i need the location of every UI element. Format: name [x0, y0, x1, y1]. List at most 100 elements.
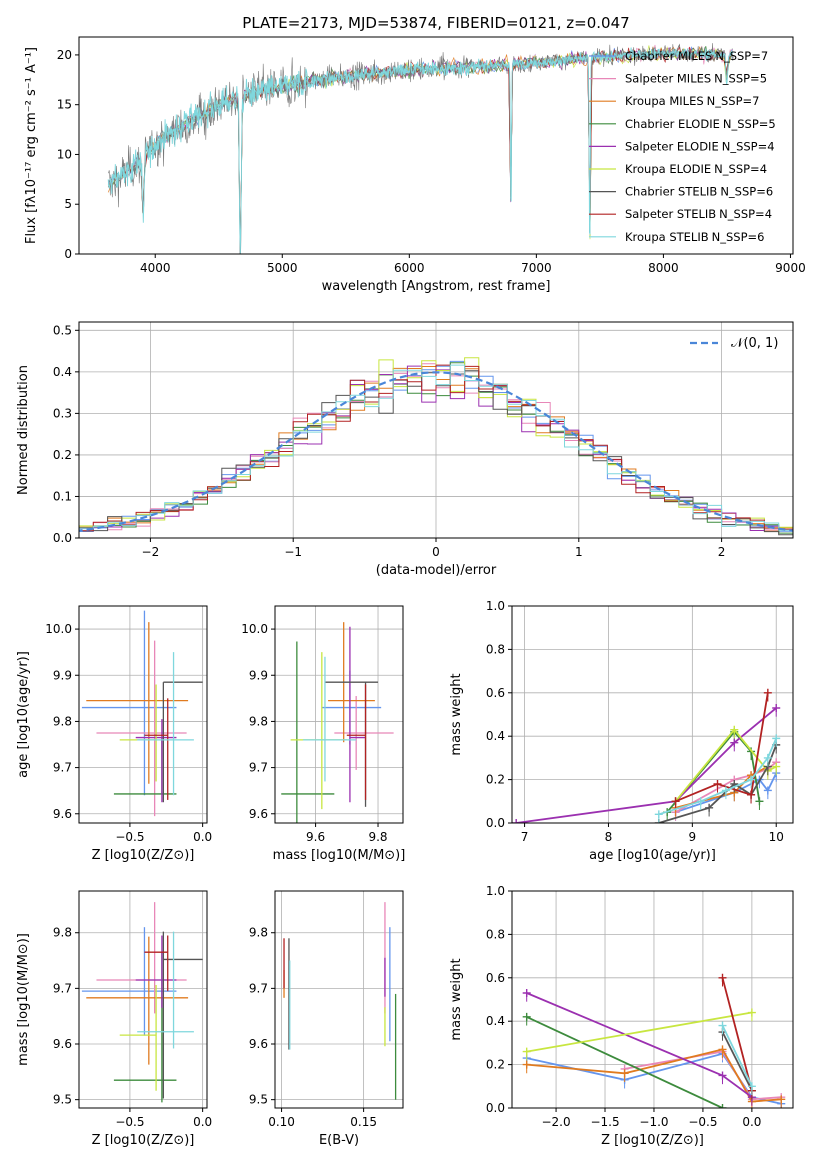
weight-line — [526, 1016, 723, 1108]
legend-name: Chabrier STELIB — [625, 185, 717, 199]
legend-name: Kroupa MILES — [625, 94, 704, 108]
x-axis-label: Z [log10(Z/Z⊙)] — [92, 1133, 195, 1148]
y-tick-label: 0.6 — [486, 686, 505, 700]
y-tick-label: 9.5 — [53, 1093, 72, 1107]
legend-name: Salpeter STELIB — [625, 207, 716, 221]
weight-point-marker — [718, 1104, 727, 1108]
y-tick-label: 9.7 — [249, 761, 268, 775]
y-tick-label: 0.8 — [486, 642, 505, 656]
age-vs-mass-plot-area — [281, 622, 394, 823]
x-tick-label: −1.5 — [590, 1115, 619, 1129]
weight-vs-age-frame — [511, 605, 794, 824]
x-tick-label: −0.5 — [688, 1115, 717, 1129]
x-tick-label: 4000 — [140, 261, 171, 275]
weight-line — [721, 977, 753, 1091]
legend-label: Kroupa MILES N_SSP=7 — [625, 94, 759, 108]
x-tick-label: 5000 — [267, 261, 298, 275]
weight-line — [674, 728, 777, 802]
legend-label: 𝒩(0, 1) — [731, 336, 778, 351]
legend-label: Chabrier STELIB N_SSP=6 — [625, 185, 773, 199]
x-tick-label: 6000 — [394, 261, 425, 275]
x-axis-label: Z [log10(Z/Z⊙)] — [601, 1133, 704, 1148]
spectrum-fit-line — [107, 47, 734, 254]
y-tick-label: 0.1 — [53, 489, 72, 503]
x-tick-label: 0.15 — [350, 1115, 377, 1129]
x-tick-label: 0.0 — [193, 1115, 212, 1129]
legend-ssp: N_SSP=4 — [719, 207, 772, 221]
y-tick-label: 20 — [57, 48, 72, 62]
weight-point-marker — [512, 819, 521, 823]
y-tick-label: 0.2 — [486, 773, 505, 787]
weight-vs-Z-panel: −2.0 −1.5 −1.0 −0.5 0.0 0.0 0.2 0.4 0.6 0.8 1.0 Z [… — [449, 884, 794, 1148]
y-tick-label: 0.4 — [486, 729, 505, 743]
legend-name: Salpeter ELODIE — [625, 139, 719, 153]
y-axis-label: mass weight — [449, 673, 464, 755]
histogram-step-line — [79, 364, 793, 535]
legend-ssp: N_SSP=7 — [707, 94, 760, 108]
spectrum-panel: 4000 5000 6000 7000 8000 9000 0 5 10 15 20 waveleng… — [24, 14, 806, 294]
x-tick-label: 0 — [432, 545, 440, 559]
y-tick-label: 10 — [57, 147, 72, 161]
mass-vs-EBV-panel: 0.10 0.15 9.5 9.6 9.7 9.8 E(B-V) — [249, 890, 404, 1148]
mass-vs-EBV-grid — [275, 891, 403, 1108]
legend-name: Kroupa ELODIE — [625, 162, 711, 176]
weight-line — [516, 707, 777, 823]
x-tick-label: −2.0 — [541, 1115, 570, 1129]
weight-line — [675, 692, 769, 803]
legend-label: Salpeter ELODIE N_SSP=4 — [625, 139, 775, 153]
age-vs-mass-grid — [275, 606, 403, 823]
y-tick-label: 0.4 — [486, 1014, 505, 1028]
y-axis-label: mass [log10(M/M⊙)] — [16, 933, 31, 1066]
y-tick-label: 9.7 — [53, 761, 72, 775]
legend-ssp: N_SSP=4 — [722, 139, 775, 153]
y-tick-label: 9.6 — [249, 807, 268, 821]
y-tick-label: 0.2 — [53, 448, 72, 462]
x-tick-label: 8 — [605, 830, 613, 844]
x-axis-label: age [log10(age/yr)] — [589, 848, 716, 863]
y-tick-label: 9.6 — [53, 1037, 72, 1051]
y-tick-label: 9.6 — [249, 1037, 268, 1051]
x-tick-label: 9.6 — [306, 830, 325, 844]
mass-vs-Z-grid — [79, 891, 207, 1108]
y-tick-label: 0.0 — [53, 531, 72, 545]
age-vs-mass-panel: 9.6 9.8 9.6 9.7 9.8 9.9 10.0 mass [log10(M/M⊙)] — [241, 605, 405, 863]
legend-label: Chabrier ELODIE N_SSP=5 — [625, 117, 776, 131]
age-vs-Z-grid — [79, 606, 207, 823]
y-tick-label: 0 — [64, 247, 72, 261]
legend-label: Salpeter MILES N_SSP=5 — [625, 72, 767, 86]
legend-ssp: N_SSP=6 — [712, 230, 765, 244]
weight-vs-age-grid — [512, 605, 793, 824]
age-vs-Z-plot-area — [81, 610, 203, 817]
x-tick-label: 7 — [521, 830, 529, 844]
x-tick-label: 9.8 — [368, 830, 387, 844]
x-tick-label: 9000 — [775, 261, 806, 275]
x-tick-label: 2 — [718, 545, 726, 559]
weight-line — [721, 1025, 753, 1087]
weight-line — [526, 1011, 753, 1053]
mass-vs-Z-plot-area — [81, 902, 203, 1103]
spectrum-frame — [78, 36, 794, 255]
x-tick-label: 7000 — [521, 261, 552, 275]
weight-vs-age-panel: 7 8 9 10 0.0 0.2 0.4 0.6 0.8 1.0 age [log10(age/yr… — [449, 599, 794, 863]
legend-name: Salpeter MILES — [625, 72, 711, 86]
weight-vs-Z-frame — [511, 890, 794, 1109]
mass-vs-EBV-frame — [274, 890, 404, 1109]
y-axis-label: mass weight — [449, 958, 464, 1040]
y-tick-label: 0.3 — [53, 406, 72, 420]
legend: 𝒩(0, 1) — [690, 336, 778, 351]
mass-vs-Z-frame — [78, 890, 208, 1109]
x-tick-label: −1.0 — [639, 1115, 668, 1129]
age-vs-Z-frame — [78, 605, 208, 824]
y-tick-label: 1.0 — [486, 599, 505, 613]
y-tick-label: 0.0 — [486, 816, 505, 830]
y-tick-label: 9.8 — [249, 926, 268, 940]
x-tick-label: 0.0 — [742, 1115, 761, 1129]
age-vs-Z-panel: −0.5 0.0 9.6 9.7 9.8 9.9 10.0 Z [log10(Z/Z⊙)] ag… — [16, 605, 212, 863]
y-tick-label: 10.0 — [241, 622, 268, 636]
weight-vs-age-plot-area — [512, 688, 781, 823]
residual-hist-frame — [78, 321, 794, 539]
legend-name: Chabrier ELODIE — [625, 117, 720, 131]
y-tick-label: 0.4 — [53, 365, 72, 379]
